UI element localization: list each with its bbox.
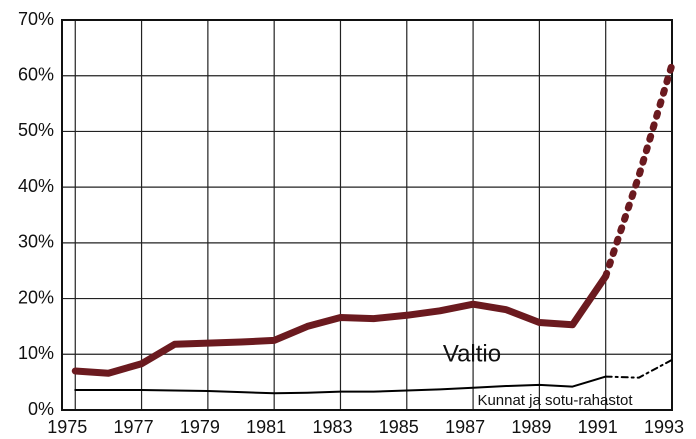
x-tick-label: 1981 xyxy=(246,417,286,437)
y-tick-label: 10% xyxy=(18,343,54,363)
y-tick-label: 70% xyxy=(18,9,54,29)
y-tick-label: 20% xyxy=(18,287,54,307)
y-tick-label: 0% xyxy=(28,399,54,419)
x-tick-label: 1985 xyxy=(379,417,419,437)
y-tick-label: 50% xyxy=(18,120,54,140)
series-label: Valtio xyxy=(443,340,501,367)
series-line-dashed xyxy=(604,358,673,379)
x-tick-label: 1975 xyxy=(47,417,87,437)
series-line xyxy=(71,272,610,377)
x-tick-label: 1993 xyxy=(644,417,684,437)
series-line-dashed xyxy=(602,61,676,280)
x-tick-label: 1989 xyxy=(511,417,551,437)
x-tick-label: 1977 xyxy=(114,417,154,437)
series-line xyxy=(74,375,607,395)
series-label: Kunnat ja sotu-rahastot xyxy=(477,392,633,409)
x-tick-label: 1979 xyxy=(180,417,220,437)
y-tick-label: 30% xyxy=(18,232,54,252)
y-tick-label: 60% xyxy=(18,64,54,84)
x-tick-label: 1987 xyxy=(445,417,485,437)
x-tick-label: 1983 xyxy=(312,417,352,437)
x-tick-label: 1991 xyxy=(578,417,618,437)
y-tick-label: 40% xyxy=(18,176,54,196)
plot-frame xyxy=(61,19,673,411)
